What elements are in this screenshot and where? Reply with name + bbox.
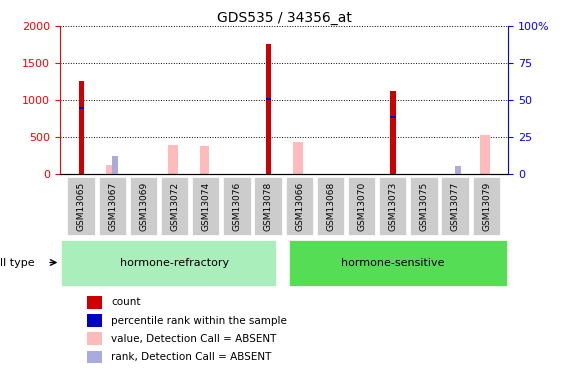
Text: GSM13075: GSM13075 xyxy=(420,182,429,231)
FancyBboxPatch shape xyxy=(317,177,344,235)
Bar xyxy=(86,333,102,345)
Bar xyxy=(79,81,84,174)
Text: rank, Detection Call = ABSENT: rank, Detection Call = ABSENT xyxy=(111,352,272,362)
Bar xyxy=(266,44,271,174)
FancyBboxPatch shape xyxy=(161,177,189,235)
Text: GSM13066: GSM13066 xyxy=(295,182,304,231)
FancyBboxPatch shape xyxy=(223,177,250,235)
Text: GSM13070: GSM13070 xyxy=(357,182,366,231)
FancyBboxPatch shape xyxy=(254,177,282,235)
FancyBboxPatch shape xyxy=(410,177,437,235)
Bar xyxy=(86,351,102,363)
Bar xyxy=(266,98,271,100)
Bar xyxy=(199,146,210,174)
Bar xyxy=(106,165,116,174)
Bar xyxy=(293,142,303,174)
Bar xyxy=(86,314,102,327)
Bar xyxy=(112,156,118,174)
FancyBboxPatch shape xyxy=(348,177,375,235)
Title: GDS535 / 34356_at: GDS535 / 34356_at xyxy=(216,11,352,25)
FancyBboxPatch shape xyxy=(130,177,157,235)
Text: count: count xyxy=(111,297,141,307)
Text: value, Detection Call = ABSENT: value, Detection Call = ABSENT xyxy=(111,334,277,344)
Text: hormone-refractory: hormone-refractory xyxy=(120,258,229,267)
Bar xyxy=(86,296,102,309)
FancyBboxPatch shape xyxy=(473,177,500,235)
Text: GSM13074: GSM13074 xyxy=(202,182,211,231)
Text: percentile rank within the sample: percentile rank within the sample xyxy=(111,315,287,326)
Text: GSM13078: GSM13078 xyxy=(264,182,273,231)
Bar xyxy=(390,116,396,118)
Text: GSM13069: GSM13069 xyxy=(139,182,148,231)
Text: GSM13079: GSM13079 xyxy=(482,182,491,231)
Bar xyxy=(390,91,396,174)
Text: GSM13072: GSM13072 xyxy=(170,182,179,231)
FancyBboxPatch shape xyxy=(379,177,407,235)
Bar xyxy=(480,135,490,174)
Text: cell type: cell type xyxy=(0,258,35,267)
FancyBboxPatch shape xyxy=(289,240,507,286)
Bar xyxy=(79,106,84,109)
Text: hormone-sensitive: hormone-sensitive xyxy=(341,258,445,267)
Text: GSM13073: GSM13073 xyxy=(389,182,398,231)
Text: GSM13068: GSM13068 xyxy=(326,182,335,231)
Bar xyxy=(168,146,178,174)
FancyBboxPatch shape xyxy=(441,177,469,235)
Text: GSM13067: GSM13067 xyxy=(108,182,117,231)
FancyBboxPatch shape xyxy=(99,177,126,235)
Text: GSM13077: GSM13077 xyxy=(451,182,460,231)
FancyBboxPatch shape xyxy=(192,177,219,235)
Bar xyxy=(454,166,461,174)
Text: GSM13076: GSM13076 xyxy=(233,182,242,231)
FancyBboxPatch shape xyxy=(286,177,313,235)
FancyBboxPatch shape xyxy=(68,177,95,235)
FancyBboxPatch shape xyxy=(61,240,276,286)
Text: GSM13065: GSM13065 xyxy=(77,182,86,231)
